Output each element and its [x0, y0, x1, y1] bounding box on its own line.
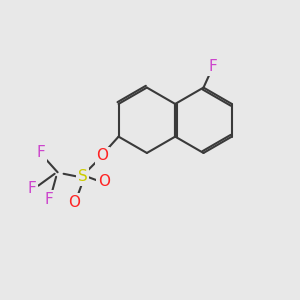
- Text: F: F: [37, 146, 46, 160]
- Text: F: F: [208, 59, 217, 74]
- Text: S: S: [78, 169, 88, 184]
- Text: O: O: [68, 194, 80, 209]
- Text: F: F: [44, 191, 53, 206]
- Text: O: O: [98, 174, 110, 189]
- Text: F: F: [28, 181, 37, 196]
- Text: O: O: [96, 148, 108, 164]
